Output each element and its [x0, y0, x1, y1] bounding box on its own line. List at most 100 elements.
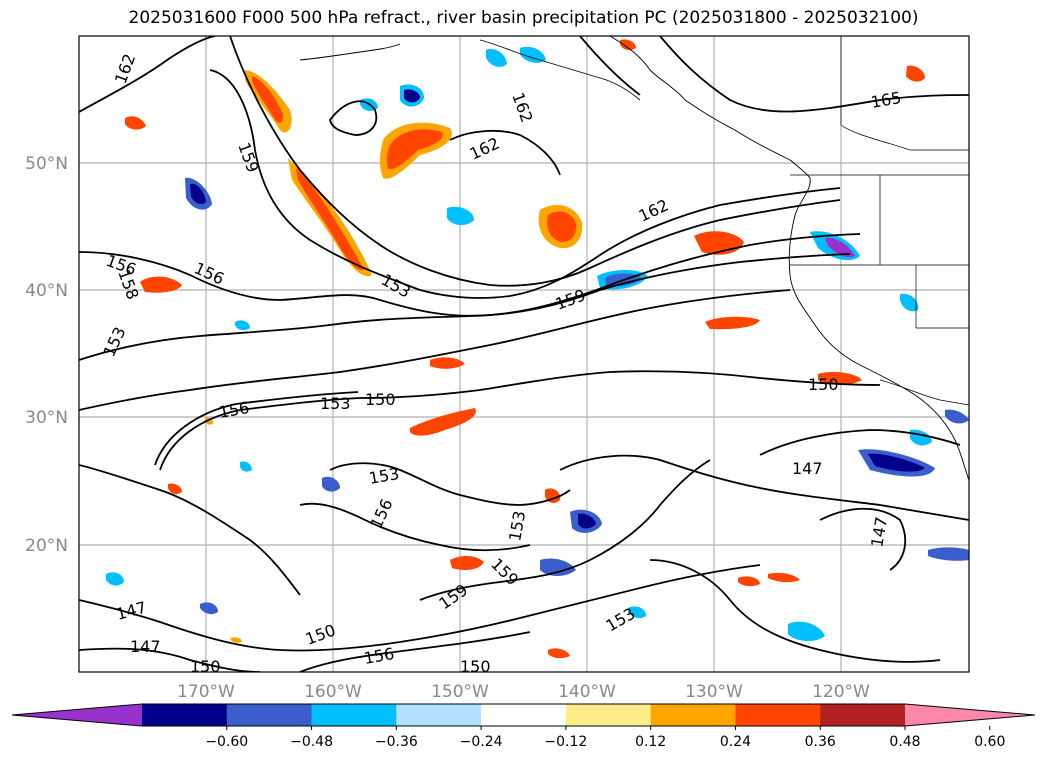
map-panel: 162 159 162 162 165 162 156 158 156 153 … [78, 35, 970, 676]
precip-blob [705, 316, 760, 330]
precip-blob [430, 357, 465, 369]
precip-blob [230, 637, 242, 643]
contour-line [154, 391, 359, 466]
colorbar-tick-label: 0.12 [635, 734, 666, 750]
contour-label: 150 [365, 390, 396, 409]
contour-label: 150 [460, 657, 491, 676]
contour-line [79, 564, 761, 652]
precip-blob [200, 602, 218, 615]
precip-blob [628, 606, 646, 619]
contour-line [559, 454, 969, 521]
contour-line [329, 462, 571, 506]
precip-blob [252, 76, 284, 123]
colorbar-segment [481, 704, 567, 726]
colorbar: −0.60 −0.48 −0.36 −0.24 −0.12 0.12 0.24 0.36 0.4… [11, 703, 1036, 750]
precip-blob [578, 513, 596, 529]
contour-line [329, 100, 378, 136]
precip-blob [906, 65, 925, 82]
colorbar-tick-label: 0.36 [805, 734, 836, 750]
contour-label: 147 [792, 459, 823, 478]
us-mexico-border [879, 379, 969, 406]
colorbar-segment [820, 704, 906, 726]
colorbar-tick-label: 0.60 [974, 734, 1005, 750]
precip-blob [620, 39, 636, 51]
north-america-coastline [609, 36, 969, 481]
precip-blob [738, 576, 760, 587]
precip-blob [788, 621, 825, 642]
precip-blob [450, 556, 484, 570]
contour-line [649, 559, 941, 663]
positive-anomaly-areas [125, 39, 925, 659]
colorbar-extension-high [905, 704, 1035, 726]
precip-blob [547, 211, 577, 243]
contour-label: 147 [130, 637, 161, 656]
colorbar-extension-low [12, 704, 142, 726]
precip-blob [520, 46, 546, 63]
precip-blob [168, 483, 182, 495]
colorbar-segment [396, 704, 482, 726]
lon-label-140w: 140°W [558, 682, 616, 702]
latitude-labels: 50°N 40°N 30°N 20°N [25, 154, 68, 556]
map-title: 2025031600 F000 500 hPa refract., river … [128, 8, 919, 28]
colorbar-outline [11, 703, 1036, 727]
contour-label: 153 [320, 394, 351, 413]
precip-blob [296, 168, 364, 271]
colorbar-tick-label: −0.36 [375, 734, 418, 750]
map-frame [78, 35, 970, 673]
precip-shading [106, 39, 969, 659]
precip-blob [235, 320, 250, 331]
lon-label-160w: 160°W [304, 682, 362, 702]
precip-blob [900, 293, 919, 312]
contour-label: 150 [190, 657, 221, 676]
contour-line [79, 253, 851, 361]
precip-blob [404, 89, 420, 103]
colorbar-tick-label: 0.24 [720, 734, 751, 750]
precip-blob [386, 129, 443, 170]
lat-label-50n: 50°N [25, 154, 68, 174]
state-borders [790, 175, 969, 329]
precip-blob [125, 116, 146, 130]
contour-line [79, 647, 261, 672]
precip-blob [140, 276, 182, 293]
precip-blob [825, 237, 855, 258]
precip-blob [322, 476, 340, 492]
precip-blob [928, 547, 969, 561]
alaska-coastline [479, 39, 641, 101]
colorbar-segment [226, 704, 313, 726]
colorbar-segment [735, 704, 821, 726]
contour-line [79, 289, 791, 411]
negative-anomaly-areas [106, 46, 969, 642]
longitude-labels: 170°W 160°W 150°W 140°W 130°W 120°W [177, 682, 870, 702]
colorbar-segment [650, 704, 736, 726]
contour-line [449, 130, 561, 176]
contour-line [579, 36, 641, 96]
precip-blob [106, 572, 124, 586]
precip-blob [410, 408, 476, 436]
lon-label-150w: 150°W [431, 682, 489, 702]
colorbar-tick-label: −0.48 [290, 734, 333, 750]
precip-blob [868, 453, 925, 472]
contour-line [659, 36, 969, 113]
precip-blob [548, 648, 570, 659]
colorbar-segment [565, 704, 652, 726]
height-contours [79, 36, 969, 672]
colorbar-tick-label: 0.48 [889, 734, 920, 750]
lon-label-120w: 120°W [812, 682, 870, 702]
contour-line [419, 459, 711, 601]
contour-line [819, 507, 907, 571]
coastlines [299, 36, 969, 481]
contour-line [299, 631, 531, 672]
contour-line [299, 502, 531, 552]
colorbar-segment [311, 704, 397, 726]
lat-label-40n: 40°N [25, 281, 68, 301]
contour-line [759, 429, 961, 456]
contour-line [229, 36, 841, 287]
precip-blob [190, 183, 206, 204]
lat-label-30n: 30°N [25, 408, 68, 428]
precip-blob [540, 558, 576, 576]
precip-blob [945, 409, 969, 424]
contour-line [79, 464, 301, 596]
precip-blob [768, 572, 800, 583]
contour-label: 150 [808, 375, 839, 394]
